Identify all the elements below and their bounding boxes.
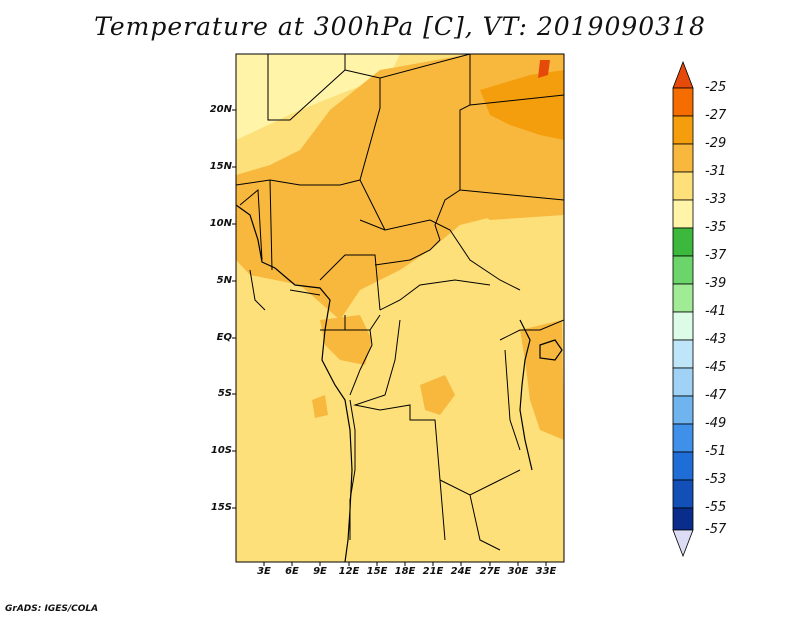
colorbar-label: -39 (705, 276, 727, 291)
lat-label-eq: EQ (216, 332, 232, 343)
colorbar-segment (672, 451, 694, 481)
colorbar-segment (672, 199, 694, 229)
lat-label-15s: 15S (210, 502, 232, 513)
colorbar-segment (672, 479, 694, 509)
colorbar-label: -37 (705, 248, 727, 263)
colorbar-label: -43 (705, 332, 727, 347)
lon-label-27e: 27E (479, 566, 501, 577)
lon-label-30e: 30E (507, 566, 529, 577)
lon-label-12e: 12E (338, 566, 360, 577)
country-borders (236, 54, 564, 551)
lat-ticks (232, 109, 236, 509)
colorbar-label: -31 (705, 164, 727, 179)
colorbar-segment (672, 423, 694, 453)
colorbar-label: -49 (705, 416, 727, 431)
colorbar-segment (672, 143, 694, 173)
lon-ticks (263, 562, 547, 566)
colorbar-label: -27 (705, 108, 727, 123)
colorbar-segment (672, 339, 694, 369)
lon-label-24e: 24E (450, 566, 472, 577)
colorbar-bottom-triangle (672, 529, 694, 558)
lon-label-21e: 21E (422, 566, 444, 577)
colorbar-label: -55 (705, 500, 727, 515)
colorbar-segment (672, 311, 694, 341)
lat-label-5s: 5S (217, 388, 232, 399)
lon-label-6e: 6E (285, 566, 299, 577)
colorbar-segment (672, 171, 694, 201)
colorbar (672, 60, 694, 558)
map-title: Temperature at 300hPa [C], VT: 201909031… (94, 12, 706, 41)
lat-label-10s: 10S (210, 445, 232, 456)
lat-label-15n: 15N (209, 161, 232, 172)
colorbar-segment (672, 283, 694, 313)
temperature-field (236, 54, 564, 562)
colorbar-label: -41 (705, 304, 727, 319)
colorbar-label: -53 (705, 472, 727, 487)
grads-credit: GrADS: IGES/COLA (5, 604, 99, 614)
colorbar-label: -45 (705, 360, 727, 375)
colorbar-segment (672, 507, 694, 531)
colorbar-segment (672, 367, 694, 397)
lat-label-10n: 10N (209, 218, 232, 229)
colorbar-label: -33 (705, 192, 727, 207)
colorbar-label: -35 (705, 220, 727, 235)
colorbar-segment (672, 255, 694, 285)
colorbar-label: -57 (705, 522, 727, 537)
lon-label-33e: 33E (535, 566, 557, 577)
lon-label-15e: 15E (366, 566, 388, 577)
lon-label-9e: 9E (313, 566, 327, 577)
colorbar-label: -29 (705, 136, 727, 151)
colorbar-segment (672, 87, 694, 117)
lon-label-3e: 3E (257, 566, 271, 577)
coastline (236, 204, 563, 562)
colorbar-segment (672, 395, 694, 425)
colorbar-label: -25 (705, 80, 727, 95)
lon-label-18e: 18E (394, 566, 416, 577)
colorbar-segment (672, 115, 694, 145)
colorbar-top-triangle (672, 60, 694, 89)
colorbar-label: -51 (705, 444, 727, 459)
lat-label-20n: 20N (209, 104, 232, 115)
lat-label-5n: 5N (216, 275, 232, 286)
colorbar-label: -47 (705, 388, 727, 403)
colorbar-segment (672, 227, 694, 257)
map-frame (235, 53, 565, 563)
